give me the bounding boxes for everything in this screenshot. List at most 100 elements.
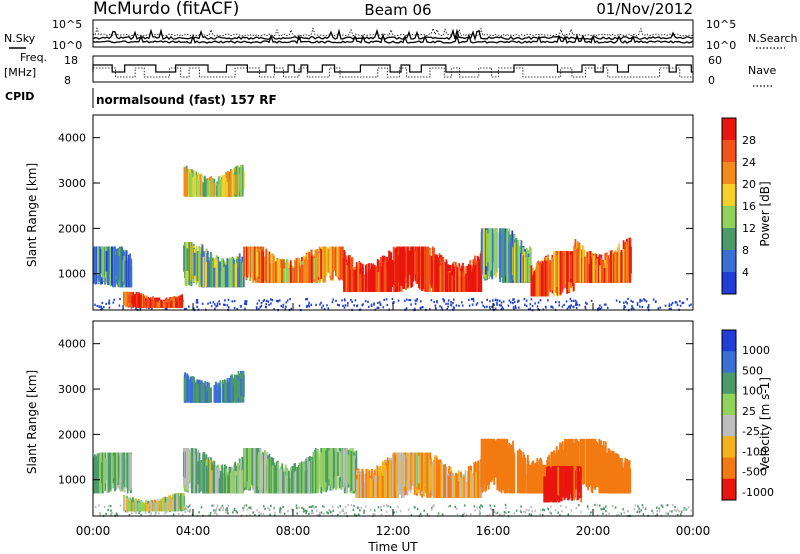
noise-cell bbox=[244, 300, 246, 303]
scatter-cell bbox=[196, 251, 199, 282]
scatter-cell bbox=[99, 248, 102, 274]
scatter-cell bbox=[146, 299, 149, 308]
power-colorbar-label: Power [dB] bbox=[758, 181, 772, 246]
noise-cell bbox=[486, 298, 488, 301]
noise-cell bbox=[243, 302, 246, 305]
colorbar-swatch bbox=[722, 393, 736, 416]
velocity-x-axis: 00:00 04:00 08:00 12:00 16:00 20:00 00:00 bbox=[76, 509, 711, 538]
noise-cell bbox=[181, 514, 184, 517]
noise-cell bbox=[461, 301, 463, 304]
scatter-cell bbox=[405, 246, 408, 284]
scatter-cell bbox=[324, 448, 326, 492]
scatter-cell bbox=[155, 301, 158, 308]
noise-cell bbox=[278, 299, 281, 302]
scatter-cell bbox=[504, 233, 506, 277]
noise-cell bbox=[614, 506, 617, 509]
scatter-cell bbox=[338, 246, 341, 277]
scatter-cell bbox=[476, 260, 478, 292]
scatter-cell bbox=[134, 295, 136, 306]
scatter-cell bbox=[118, 256, 120, 280]
noise-cell bbox=[567, 305, 570, 308]
noise-cell bbox=[291, 508, 293, 511]
noise-cell bbox=[308, 512, 310, 515]
noise-cell bbox=[578, 504, 580, 507]
scatter-cell bbox=[355, 269, 357, 292]
velocity-plot-area bbox=[93, 370, 692, 518]
velocity-colorbar-label-main: Velocity [m s-1] bbox=[758, 377, 772, 471]
scatter-cell bbox=[191, 382, 194, 403]
x-tick-label: 00:00 bbox=[676, 524, 711, 538]
scatter-cell bbox=[273, 462, 276, 494]
scatter-cell bbox=[135, 499, 137, 512]
scatter-cell bbox=[123, 452, 126, 488]
scatter-cell bbox=[603, 268, 606, 283]
noise-cell bbox=[496, 299, 499, 302]
noise-cell bbox=[290, 307, 292, 310]
noise-cell bbox=[279, 509, 281, 512]
scatter-cell bbox=[343, 448, 345, 489]
scatter-cell bbox=[589, 445, 592, 475]
noise-cell bbox=[312, 512, 314, 515]
noise-cell bbox=[367, 305, 370, 308]
scatter-cell bbox=[148, 503, 150, 512]
noise-cell bbox=[651, 509, 653, 512]
scatter-cell bbox=[191, 448, 194, 490]
scatter-cell bbox=[301, 264, 304, 283]
noise-cell bbox=[235, 510, 238, 513]
noise-cell bbox=[570, 304, 572, 307]
colorbar-swatch bbox=[722, 228, 736, 251]
noise-cell bbox=[680, 510, 683, 513]
scatter-cell bbox=[419, 251, 421, 277]
noise-cell bbox=[260, 512, 262, 515]
noise-cell bbox=[512, 298, 514, 301]
scatter-cell bbox=[628, 460, 631, 494]
noise-cell bbox=[515, 509, 518, 512]
scatter-cell bbox=[187, 448, 189, 491]
scatter-cell bbox=[412, 452, 415, 487]
scatter-cell bbox=[206, 469, 209, 494]
scatter-cell bbox=[362, 470, 364, 498]
noise-cell bbox=[518, 299, 520, 302]
noise-cell bbox=[420, 300, 422, 303]
scatter-cell bbox=[354, 458, 357, 492]
noise-cell bbox=[323, 512, 325, 515]
scatter-cell bbox=[184, 377, 186, 401]
scatter-cell bbox=[443, 464, 445, 498]
noise-cell bbox=[641, 306, 644, 309]
noise-cell bbox=[493, 504, 496, 507]
noise-cell bbox=[287, 510, 289, 513]
noise-cell bbox=[214, 307, 216, 310]
noise-cell bbox=[335, 299, 337, 302]
scatter-cell bbox=[336, 246, 339, 277]
scatter-cell bbox=[304, 471, 307, 494]
noise-cell bbox=[383, 505, 385, 508]
scatter-cell bbox=[237, 380, 240, 398]
noise-cell bbox=[107, 508, 109, 511]
scatter-cell bbox=[583, 256, 586, 283]
noise-cell bbox=[94, 303, 96, 306]
scatter-cell bbox=[365, 468, 368, 498]
noise-cell bbox=[327, 512, 329, 515]
scatter-cell bbox=[162, 503, 165, 512]
noise-cell bbox=[470, 513, 472, 516]
scatter-cell bbox=[538, 467, 541, 494]
noise-cell bbox=[431, 506, 433, 510]
scatter-cell bbox=[593, 253, 596, 283]
noise-cell bbox=[605, 513, 607, 517]
scatter-cell bbox=[290, 470, 293, 494]
noise-cell bbox=[512, 302, 514, 305]
scatter-cell bbox=[557, 467, 560, 496]
scatter-cell bbox=[234, 470, 237, 494]
scatter-cell bbox=[601, 259, 604, 283]
y-tick-label: 2000 bbox=[58, 428, 86, 441]
noise-cell bbox=[110, 513, 112, 516]
noise-cell bbox=[342, 304, 344, 307]
noise-cell bbox=[260, 302, 263, 305]
noise-cell bbox=[216, 513, 218, 516]
scatter-cell bbox=[411, 454, 414, 482]
noise-cell bbox=[589, 514, 591, 517]
scatter-cell bbox=[473, 265, 476, 292]
noise-cell bbox=[267, 506, 269, 509]
scatter-cell bbox=[493, 228, 496, 276]
noise-cell bbox=[645, 300, 648, 303]
